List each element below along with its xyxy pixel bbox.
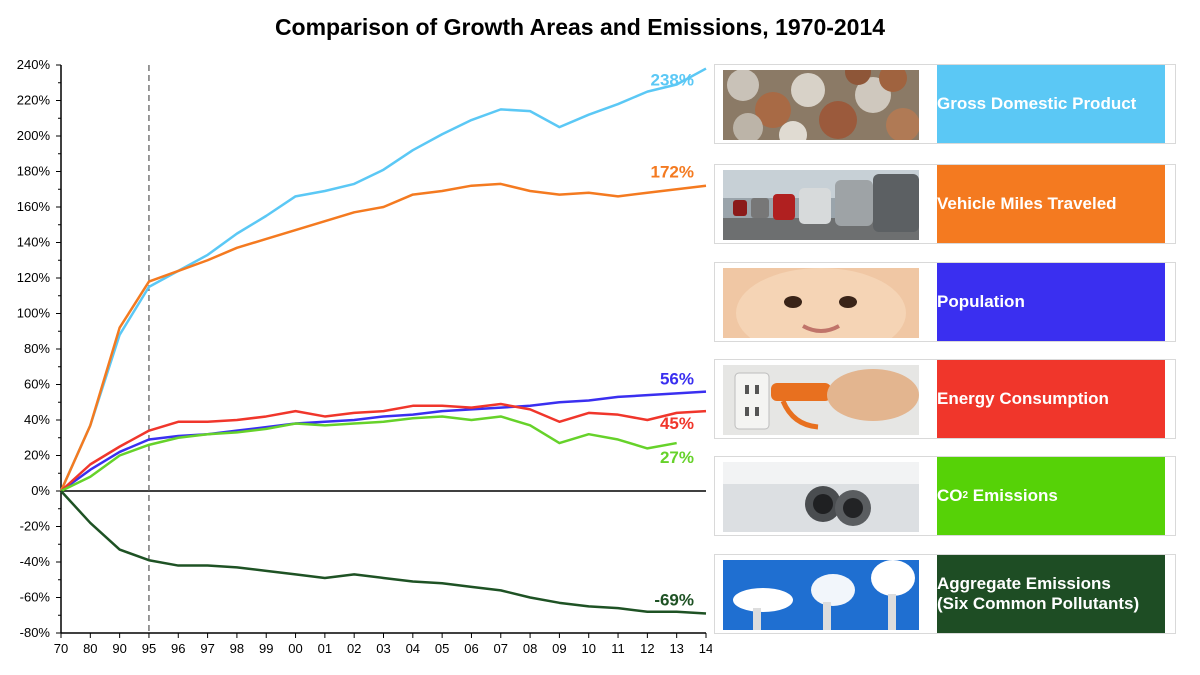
y-tick-label: 180% xyxy=(17,164,51,179)
series-line-3 xyxy=(60,402,707,492)
series-line-1 xyxy=(59,182,707,492)
legend-label-population: Population xyxy=(937,263,1165,341)
x-tick-label: 01 xyxy=(318,641,332,656)
legend-label-co2-rest: Emissions xyxy=(968,485,1058,505)
x-tick-label: 08 xyxy=(523,641,537,656)
x-tick-label: 96 xyxy=(171,641,185,656)
y-tick-label: -40% xyxy=(20,554,51,569)
traffic-photo xyxy=(723,170,919,240)
legend-item-vmt: Vehicle Miles Traveled xyxy=(714,164,1176,244)
x-tick-label: 98 xyxy=(230,641,244,656)
y-tick-label: 200% xyxy=(17,128,51,143)
x-tick-label: 99 xyxy=(259,641,273,656)
exhaust-photo xyxy=(723,462,919,532)
plug-photo xyxy=(723,365,919,435)
coins-photo xyxy=(723,70,919,140)
legend-label-aggregate: Aggregate Emissions (Six Common Pollutan… xyxy=(937,555,1165,633)
legend-label-aggregate-line2: (Six Common Pollutants) xyxy=(937,594,1140,613)
series-line-5 xyxy=(60,490,707,615)
y-tick-label: 140% xyxy=(17,235,51,250)
x-tick-label: 90 xyxy=(112,641,126,656)
legend-item-gdp: Gross Domestic Product xyxy=(714,64,1176,144)
y-tick-label: 120% xyxy=(17,270,51,285)
legend-label-gdp: Gross Domestic Product xyxy=(937,65,1165,143)
legend-label-vmt: Vehicle Miles Traveled xyxy=(937,165,1165,243)
smokestacks-photo xyxy=(723,560,919,630)
y-tick-label: 80% xyxy=(24,341,50,356)
y-tick-label: 160% xyxy=(17,199,51,214)
series-line-4 xyxy=(60,415,677,493)
y-tick-label: -60% xyxy=(20,590,51,605)
legend-item-population: Population xyxy=(714,262,1176,342)
x-tick-label: 80 xyxy=(83,641,97,656)
series-line-0 xyxy=(59,67,707,492)
y-tick-label: 100% xyxy=(17,306,51,321)
y-tick-label: -20% xyxy=(20,519,51,534)
y-tick-label: 40% xyxy=(24,412,50,427)
x-tick-label: 03 xyxy=(376,641,390,656)
x-tick-label: 04 xyxy=(406,641,420,656)
x-tick-label: 12 xyxy=(640,641,654,656)
y-tick-label: 240% xyxy=(17,57,51,72)
legend-label-aggregate-line1: Aggregate Emissions xyxy=(937,573,1111,593)
baby-photo xyxy=(723,268,919,338)
chart-title: Comparison of Growth Areas and Emissions… xyxy=(274,14,886,40)
x-tick-label: 10 xyxy=(581,641,595,656)
y-tick-label: -80% xyxy=(20,625,51,640)
series-line-2 xyxy=(60,390,707,493)
legend-item-co2: CO 2 Emissions xyxy=(714,456,1176,536)
y-tick-label: 0% xyxy=(31,483,50,498)
series-end-label-3: 45% xyxy=(660,414,694,433)
legend-item-energy: Energy Consumption xyxy=(714,359,1176,439)
x-tick-label: 97 xyxy=(200,641,214,656)
x-tick-label: 02 xyxy=(347,641,361,656)
x-tick-label: 95 xyxy=(142,641,156,656)
x-tick-label: 07 xyxy=(494,641,508,656)
legend-label-co2-sub: 2 xyxy=(962,490,969,501)
x-tick-label: 06 xyxy=(464,641,478,656)
series-end-label-0: 238% xyxy=(651,71,694,90)
legend-label-energy: Energy Consumption xyxy=(937,360,1165,438)
x-tick-label: 14 xyxy=(699,641,712,656)
x-tick-label: 05 xyxy=(435,641,449,656)
series-end-label-5: -69% xyxy=(654,590,694,609)
legend-item-aggregate: Aggregate Emissions (Six Common Pollutan… xyxy=(714,554,1176,634)
line-chart: -80% -60% -40% -20% 0% 20% 40% 60% 80% 100% 120% 14… xyxy=(17,57,712,656)
series-end-label-1: 172% xyxy=(651,163,694,182)
y-tick-label: 220% xyxy=(17,93,51,108)
series-end-label-2: 56% xyxy=(660,370,694,389)
x-tick-label: 00 xyxy=(288,641,302,656)
legend-label-co2: CO 2 Emissions xyxy=(937,457,1165,535)
x-tick-label: 13 xyxy=(669,641,683,656)
legend-label-co2-main: CO xyxy=(937,485,963,505)
x-tick-label: 09 xyxy=(552,641,566,656)
y-tick-label: 20% xyxy=(24,448,50,463)
y-tick-label: 60% xyxy=(24,377,50,392)
series-end-label-4: 27% xyxy=(660,448,694,467)
x-tick-label: 70 xyxy=(54,641,68,656)
x-tick-label: 11 xyxy=(611,641,625,656)
